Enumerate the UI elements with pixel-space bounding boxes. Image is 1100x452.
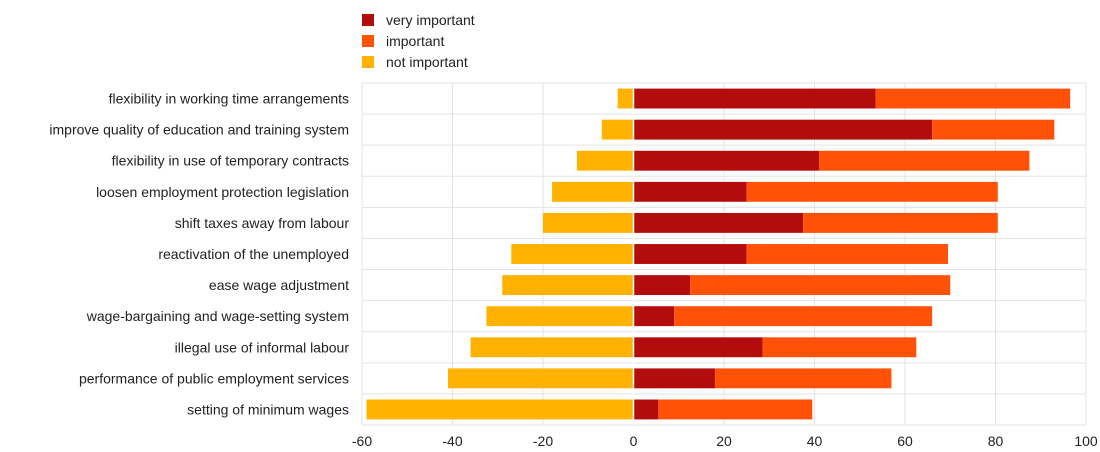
legend-label-not-important: not important (386, 53, 468, 70)
bar-important-10 (658, 399, 813, 420)
bar-not-important-9 (447, 368, 634, 389)
bar-not-important-10 (366, 399, 634, 420)
x-tick-label-6: 60 (897, 433, 913, 449)
category-label-9: performance of public employment service… (79, 370, 349, 386)
legend-label-very-important: very important (386, 11, 475, 28)
x-tick-label-0: -60 (352, 433, 372, 449)
category-label-0: flexibility in working time arrangements (109, 91, 349, 107)
bar-very-important-3 (633, 181, 747, 202)
x-tick-label-1: -40 (442, 433, 462, 449)
bar-not-important-3 (552, 181, 634, 202)
x-tick-label-2: -20 (533, 433, 553, 449)
bar-very-important-10 (633, 399, 659, 420)
x-tick-label-5: 40 (807, 433, 823, 449)
bar-important-9 (714, 368, 892, 389)
category-label-10: setting of minimum wages (187, 401, 349, 417)
bar-very-important-8 (633, 337, 763, 358)
bar-very-important-6 (633, 275, 691, 296)
bar-not-important-2 (576, 150, 634, 171)
legend-swatch-not-important (362, 55, 374, 68)
legend-item-very-important: very important (362, 9, 475, 30)
bar-important-2 (819, 150, 1030, 171)
bar-important-6 (690, 275, 951, 296)
x-tick-label-7: 80 (988, 433, 1004, 449)
legend-item-not-important: not important (362, 51, 475, 72)
bar-very-important-9 (633, 368, 715, 389)
x-tick-label-4: 20 (716, 433, 732, 449)
category-label-8: illegal use of informal labour (175, 339, 350, 355)
bar-not-important-5 (511, 244, 634, 264)
bar-not-important-0 (617, 88, 634, 109)
x-tick-label-8: 100 (1074, 433, 1098, 449)
bar-important-4 (803, 212, 998, 233)
bar-not-important-1 (601, 119, 634, 140)
legend-swatch-important (362, 34, 374, 47)
bar-very-important-5 (633, 244, 747, 264)
bar-very-important-0 (633, 88, 876, 109)
category-label-5: reactivation of the unemployed (158, 246, 349, 262)
bar-important-1 (932, 119, 1055, 140)
bar-important-7 (674, 306, 933, 327)
chart-legend: very important important not important (362, 9, 475, 72)
bar-not-important-6 (502, 275, 634, 296)
bar-very-important-4 (633, 212, 804, 233)
category-label-6: ease wage adjustment (209, 277, 349, 293)
legend-label-important: important (386, 32, 445, 49)
category-label-4: shift taxes away from labour (175, 215, 350, 231)
bar-very-important-2 (633, 150, 820, 171)
x-tick-label-3: 0 (630, 433, 638, 449)
bar-important-8 (762, 337, 917, 358)
category-label-1: improve quality of education and trainin… (49, 122, 349, 138)
category-label-3: loosen employment protection legislation (96, 184, 349, 200)
bar-important-5 (746, 244, 948, 264)
legend-item-important: important (362, 30, 475, 51)
bar-important-0 (875, 88, 1071, 109)
bar-not-important-8 (470, 337, 634, 358)
legend-swatch-very-important (362, 13, 374, 26)
bar-important-3 (746, 181, 998, 202)
bar-very-important-7 (633, 306, 675, 327)
category-label-2: flexibility in use of temporary contract… (112, 153, 349, 169)
category-label-7: wage-bargaining and wage-setting system (86, 308, 349, 324)
bar-very-important-1 (633, 119, 933, 140)
bar-not-important-7 (486, 306, 634, 327)
bar-not-important-4 (543, 212, 634, 233)
